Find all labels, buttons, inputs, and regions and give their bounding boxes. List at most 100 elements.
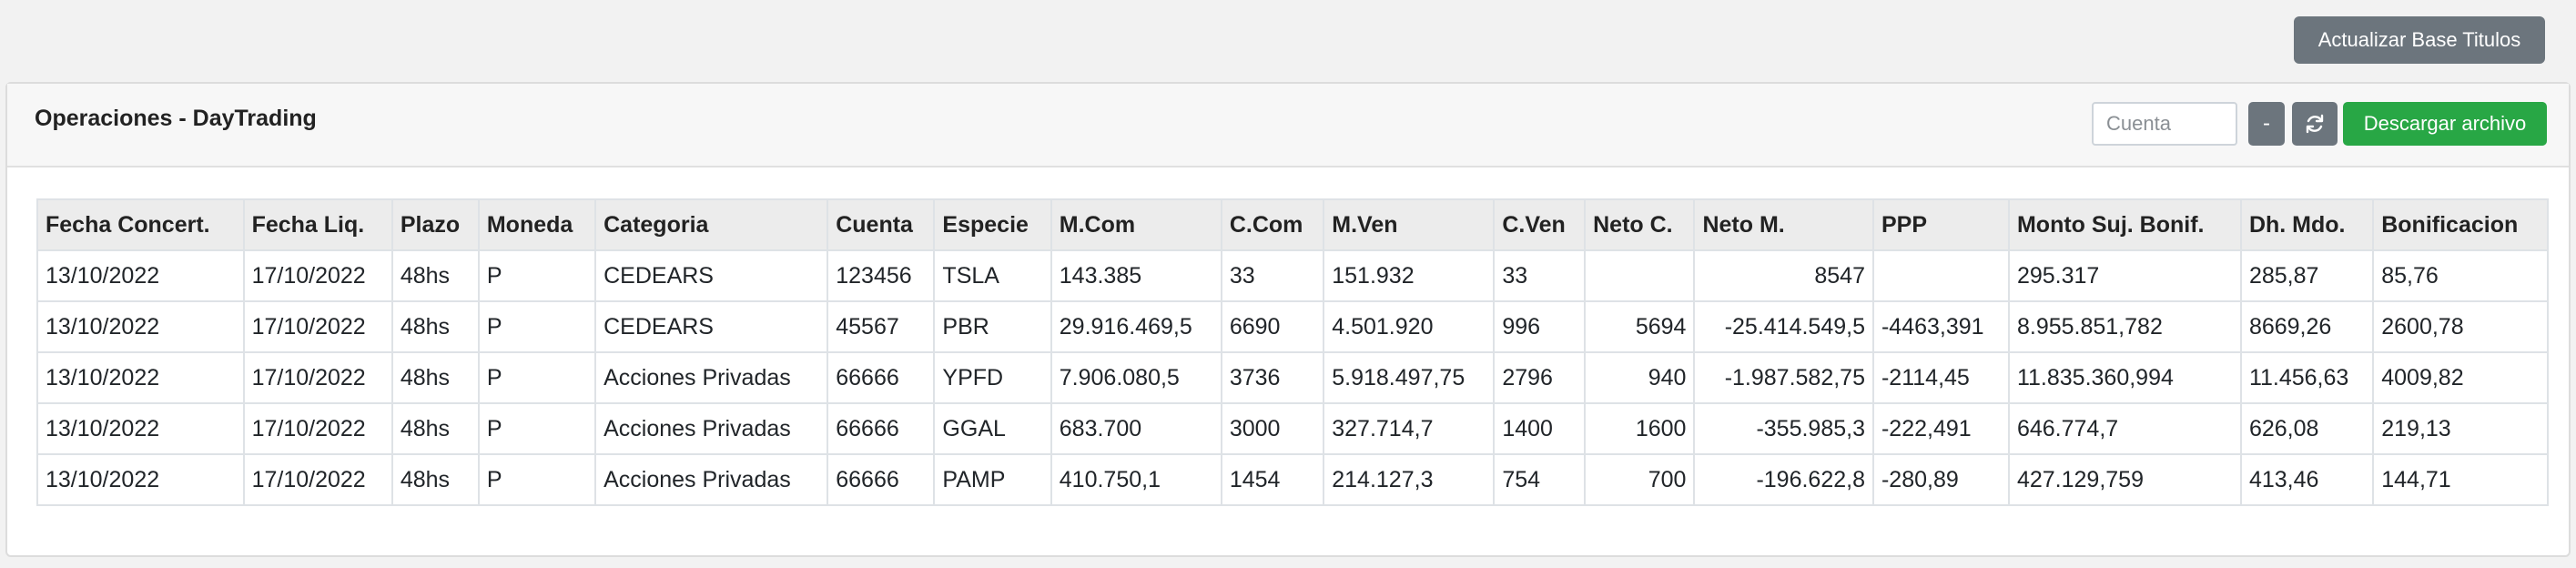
table-cell: 8669,26 <box>2239 300 2375 353</box>
table-cell: -4463,391 <box>1871 300 2010 353</box>
table-cell: 285,87 <box>2239 249 2375 302</box>
table-cell: 646.774,7 <box>2007 402 2242 455</box>
table-body: 13/10/2022 17/10/2022 48hs P CEDEARS 123456 TS… <box>36 249 2549 506</box>
table-cell: Acciones Privadas <box>594 453 829 506</box>
table-row: 13/10/2022 17/10/2022 48hs P Acciones Privad… <box>36 351 2549 404</box>
table-cell: 48hs <box>390 402 480 455</box>
table-cell: 17/10/2022 <box>242 453 393 506</box>
table-cell: 143.385 <box>1050 249 1222 302</box>
table-cell: Acciones Privadas <box>594 402 829 455</box>
descargar-archivo-button[interactable]: Descargar archivo <box>2343 102 2547 146</box>
table-cell: 33 <box>1493 249 1587 302</box>
operations-table: Fecha Concert. Fecha Liq. Plazo Moneda Categ… <box>36 198 2549 506</box>
table-cell: 17/10/2022 <box>242 402 393 455</box>
table-cell: PBR <box>933 300 1052 353</box>
table-cell: Acciones Privadas <box>594 351 829 404</box>
table-cell: 214.127,3 <box>1323 453 1496 506</box>
clear-filter-button[interactable]: - <box>2248 102 2285 146</box>
table-cell: 700 <box>1584 453 1696 506</box>
table-cell: 45567 <box>827 300 936 353</box>
cuenta-input[interactable] <box>2092 102 2237 146</box>
table-cell: 5.918.497,75 <box>1323 351 1496 404</box>
table-cell: 13/10/2022 <box>36 300 245 353</box>
column-header[interactable]: Moneda <box>477 198 597 251</box>
table-cell: 2796 <box>1493 351 1587 404</box>
actualizar-base-titulos-button[interactable]: Actualizar Base Titulos <box>2294 16 2545 64</box>
card-header: Operaciones - DayTrading - Descargar arc… <box>7 84 2569 167</box>
table-cell: 144,71 <box>2372 453 2549 506</box>
table-cell: 626,08 <box>2239 402 2375 455</box>
table-cell: YPFD <box>933 351 1052 404</box>
table-cell: 13/10/2022 <box>36 351 245 404</box>
table-cell: P <box>477 453 597 506</box>
table-cell: 295.317 <box>2007 249 2242 302</box>
table-cell: 17/10/2022 <box>242 300 393 353</box>
table-cell: 410.750,1 <box>1050 453 1222 506</box>
refresh-icon <box>2306 114 2324 134</box>
column-header[interactable]: Bonificacion <box>2372 198 2549 251</box>
table-cell: -25.414.549,5 <box>1693 300 1874 353</box>
table-cell: P <box>477 249 597 302</box>
table-cell: 4009,82 <box>2372 351 2549 404</box>
table-cell: 8547 <box>1693 249 1874 302</box>
table-cell: 11.835.360,994 <box>2007 351 2242 404</box>
table-cell: 66666 <box>827 453 936 506</box>
table-cell: 1600 <box>1584 402 1696 455</box>
table-cell: 85,76 <box>2372 249 2549 302</box>
column-header[interactable]: C.Ven <box>1493 198 1587 251</box>
table-cell: 1400 <box>1493 402 1587 455</box>
table-cell: 13/10/2022 <box>36 453 245 506</box>
column-header[interactable]: C.Com <box>1220 198 1325 251</box>
table-cell: 683.700 <box>1050 402 1222 455</box>
table-cell: 3736 <box>1220 351 1325 404</box>
table-cell: 48hs <box>390 453 480 506</box>
table-cell: 66666 <box>827 402 936 455</box>
column-header[interactable]: Especie <box>933 198 1052 251</box>
table-cell: -2114,45 <box>1871 351 2010 404</box>
table-cell: 413,46 <box>2239 453 2375 506</box>
column-header[interactable]: Categoria <box>594 198 829 251</box>
table-cell: 6690 <box>1220 300 1325 353</box>
column-header[interactable]: Neto M. <box>1693 198 1874 251</box>
table-cell: P <box>477 351 597 404</box>
card-title: Operaciones - DayTrading <box>35 106 317 131</box>
column-header[interactable]: PPP <box>1871 198 2010 251</box>
table-row: 13/10/2022 17/10/2022 48hs P Acciones Privad… <box>36 453 2549 506</box>
table-cell: 427.129,759 <box>2007 453 2242 506</box>
table-row: 13/10/2022 17/10/2022 48hs P CEDEARS 45567 PBR… <box>36 300 2549 353</box>
refresh-button[interactable] <box>2292 102 2338 146</box>
table-cell: 7.906.080,5 <box>1050 351 1222 404</box>
table-cell: GGAL <box>933 402 1052 455</box>
column-header[interactable]: Dh. Mdo. <box>2239 198 2375 251</box>
table-cell: -280,89 <box>1871 453 2010 506</box>
table-cell: 48hs <box>390 249 480 302</box>
table-cell: 2600,78 <box>2372 300 2549 353</box>
table-cell: 66666 <box>827 351 936 404</box>
table-cell: -196.622,8 <box>1693 453 1874 506</box>
column-header[interactable]: M.Ven <box>1323 198 1496 251</box>
table-cell: 1454 <box>1220 453 1325 506</box>
table-cell: 996 <box>1493 300 1587 353</box>
column-header[interactable]: Fecha Liq. <box>242 198 393 251</box>
table-cell: 29.916.469,5 <box>1050 300 1222 353</box>
table-cell: 3000 <box>1220 402 1325 455</box>
table-cell: -222,491 <box>1871 402 2010 455</box>
table-cell: 151.932 <box>1323 249 1496 302</box>
table-cell: 13/10/2022 <box>36 249 245 302</box>
operaciones-card: Operaciones - DayTrading - Descargar arc… <box>5 82 2571 557</box>
column-header[interactable]: Monto Suj. Bonif. <box>2007 198 2242 251</box>
table-cell: 754 <box>1493 453 1587 506</box>
table-row: 13/10/2022 17/10/2022 48hs P Acciones Privad… <box>36 402 2549 455</box>
table-cell: 48hs <box>390 351 480 404</box>
table-cell: 13/10/2022 <box>36 402 245 455</box>
column-header[interactable]: Neto C. <box>1584 198 1696 251</box>
column-header[interactable]: Cuenta <box>827 198 936 251</box>
table-cell: -1.987.582,75 <box>1693 351 1874 404</box>
table-cell: 48hs <box>390 300 480 353</box>
table-cell: 33 <box>1220 249 1325 302</box>
column-header[interactable]: Plazo <box>390 198 480 251</box>
column-header[interactable]: Fecha Concert. <box>36 198 245 251</box>
table-cell: P <box>477 402 597 455</box>
table-cell: 5694 <box>1584 300 1696 353</box>
column-header[interactable]: M.Com <box>1050 198 1222 251</box>
